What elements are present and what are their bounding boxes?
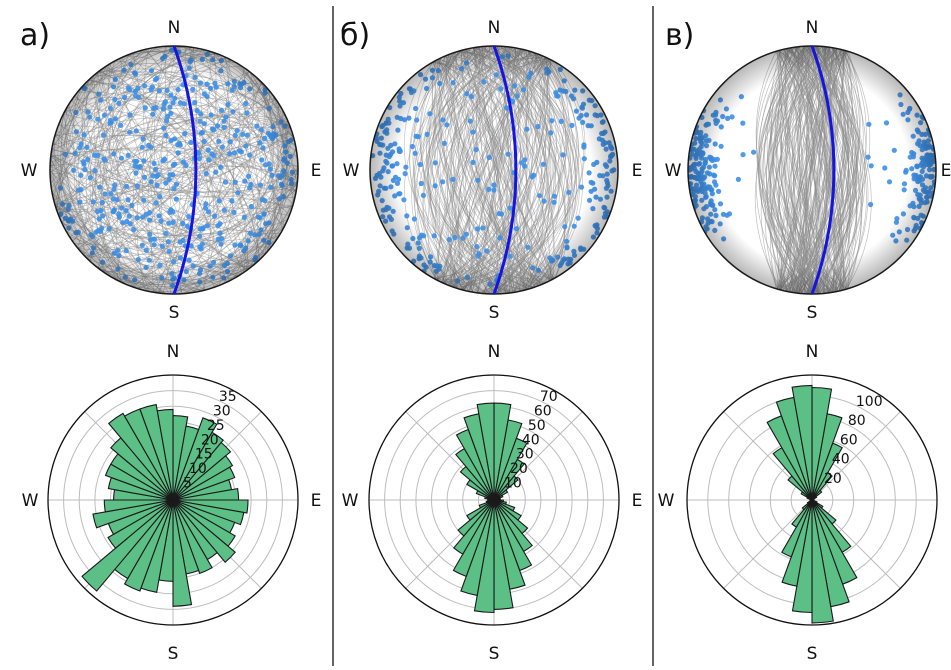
stereonet-c-label-n: N [806, 18, 819, 38]
panel-label-b: б) [340, 18, 370, 53]
stereonet-b-label-e: E [632, 161, 643, 181]
rose-diagram-c: 20 40 60 80 100 [686, 374, 938, 626]
rose-a-label-e: E [311, 491, 322, 511]
rose-c-tick-label: 20 [824, 471, 842, 487]
stereonet-b-label-n: N [488, 18, 501, 38]
rose-b-outline [368, 374, 620, 626]
stereonet-a-reference-circle [172, 45, 198, 295]
rose-a-bar [172, 441, 232, 501]
panel-label-a: а) [20, 18, 50, 53]
stereonet-a-shade [50, 46, 298, 294]
rose-a-label-w: W [22, 491, 39, 511]
rose-a-bar [123, 499, 174, 592]
stereonet-a-label-e: E [311, 161, 322, 181]
rose-c-label-s: S [807, 644, 818, 664]
rose-a-bar [172, 499, 236, 563]
rose-a-bar [172, 499, 193, 607]
rose-a-label-n: N [167, 342, 180, 362]
rose-b-label-n: N [488, 342, 501, 362]
stereonet-b-reference-circle [492, 45, 518, 295]
rose-c-bar [791, 384, 813, 501]
stereonet-c: N S W E [665, 18, 951, 323]
rose-a-tick-label: 10 [189, 461, 207, 477]
stereonet-c-label-s: S [807, 303, 818, 323]
rose-b-tick-label: 50 [528, 418, 546, 434]
rose-a-bar [107, 412, 174, 501]
rose-c-tick-label: 40 [832, 452, 850, 468]
rose-c-tick-label: 80 [848, 413, 866, 429]
rose-b-tick-label: 30 [516, 447, 534, 463]
rose-b-label-e: E [632, 491, 643, 511]
stereonet-a-label-n: N [168, 18, 181, 38]
rose-a-tick-label: 25 [207, 418, 225, 434]
stereonet-b-label-s: S [489, 303, 500, 323]
rose-b-bar [493, 437, 528, 501]
rose-b-bar [466, 499, 495, 521]
rose-b-bar [457, 499, 495, 537]
rose-b-bar [476, 402, 495, 501]
stereonet-b: N S W E [343, 18, 643, 323]
stereonet-c-label-e: E [941, 161, 951, 181]
rose-a-outline [47, 374, 299, 626]
rose-a-bar [172, 466, 236, 501]
rose-b-label-s: S [489, 644, 500, 664]
stereonet-a-label-s: S [169, 303, 180, 323]
stereonet-b-label-w: W [343, 161, 360, 181]
rose-a-bar [156, 408, 174, 501]
rose-b-label-w: W [342, 491, 359, 511]
rose-a-bar [107, 499, 174, 549]
rose-a-bar [172, 417, 218, 501]
rose-a-tick-label: 35 [219, 389, 237, 405]
stereonet-c-reference-circle [810, 45, 836, 295]
rose-a-bar [172, 499, 213, 575]
rose-b-bar [452, 499, 495, 578]
rose-b-bar [478, 499, 495, 509]
rose-c-label-n: N [806, 342, 819, 362]
rose-a-bar [172, 455, 234, 501]
rose-a-bar [103, 499, 174, 513]
rose-a-tick-label: 30 [213, 403, 231, 419]
rose-a-tick-label: 15 [195, 447, 213, 463]
rose-b-tick-label: 60 [534, 403, 552, 419]
rose-a-bar [139, 403, 174, 501]
rose-b-tick-label: 10 [504, 476, 522, 492]
rose-c-bar [811, 499, 834, 624]
rose-c-label-w: W [658, 491, 675, 511]
rose-a-tick-label: 5 [183, 476, 192, 492]
stereonet-c-shade [688, 46, 936, 294]
rose-b-bar [453, 499, 495, 555]
rose-a-tick-label: 20 [201, 432, 219, 448]
rose-c-tick-label: 100 [856, 394, 883, 410]
rose-a-bar [81, 499, 174, 592]
rose-c-tick-label: 60 [840, 432, 858, 448]
panel-label-c: в) [665, 18, 694, 53]
stereonet-b-shade [370, 46, 618, 294]
stereonet-c-label-w: W [665, 161, 682, 181]
stereonet-a-label-w: W [21, 161, 38, 181]
rose-a-bar [92, 499, 174, 529]
stereonet-a: N S W E [21, 18, 322, 323]
rose-b-bar [493, 458, 525, 501]
rose-a-label-s: S [168, 644, 179, 664]
rose-a-grid-ring [63, 390, 283, 610]
rose-b-tick-label: 40 [522, 432, 540, 448]
rose-b-tick-label: 20 [510, 461, 528, 477]
rose-a-bar [172, 431, 224, 501]
rose-c-outline [686, 374, 938, 626]
rose-b-bar [493, 475, 519, 501]
rose-b-tick-label: 70 [540, 389, 558, 405]
